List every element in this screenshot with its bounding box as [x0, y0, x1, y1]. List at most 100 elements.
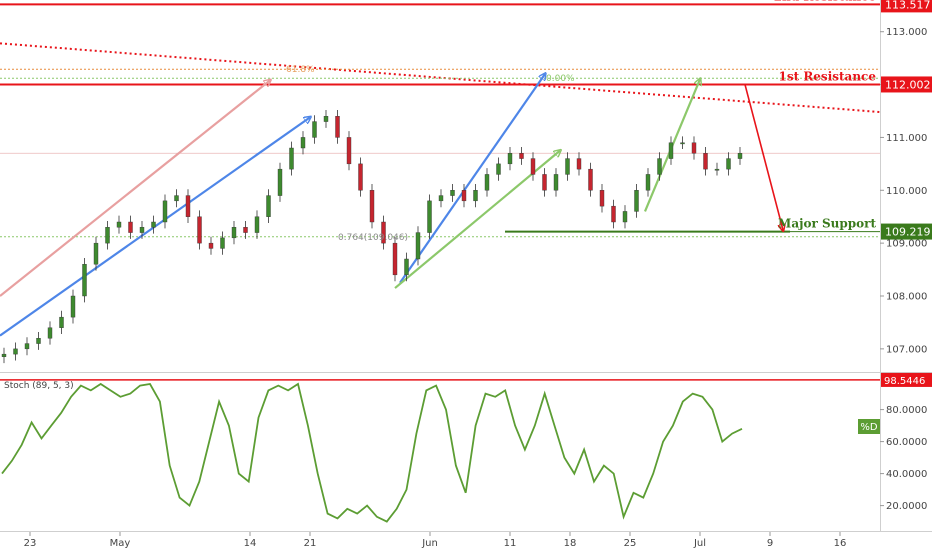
- price-level-badge-label: 109.219: [885, 226, 931, 239]
- candle-body: [220, 237, 225, 249]
- candle-body: [139, 227, 145, 233]
- time-tick-label: 14: [244, 538, 257, 549]
- stochastic-d-line: [1, 382, 743, 523]
- time-tick-label: 11: [504, 538, 517, 549]
- candle-body: [668, 142, 674, 159]
- candle-body: [576, 158, 582, 170]
- candle-body: [323, 116, 329, 122]
- candle-body: [254, 216, 260, 233]
- candle-body: [105, 227, 110, 244]
- candle-body: [726, 158, 731, 170]
- candle-body: [599, 190, 605, 207]
- candle-body: [93, 242, 99, 265]
- candle-body: [300, 137, 306, 149]
- candle-body: [369, 190, 375, 223]
- candle-body: [691, 142, 697, 154]
- candle-body: [450, 190, 455, 196]
- bearish-down-arrow: [744, 84, 783, 230]
- candle-body: [128, 221, 133, 233]
- candle-body: [530, 158, 536, 175]
- candle-body: [47, 327, 53, 339]
- candle-body: [703, 153, 708, 170]
- candle-body: [24, 343, 30, 350]
- time-tick-label: 21: [304, 538, 317, 549]
- candle-body: [622, 211, 628, 223]
- stoch-tick-label: 80.0000: [886, 405, 927, 416]
- candle-body: [13, 348, 18, 355]
- stoch-level-badge-label: 98.5446: [884, 376, 925, 387]
- stoch-tick-label: 40.0000: [886, 469, 927, 480]
- time-tick-label: Jun: [421, 538, 438, 549]
- price-level-badge: [881, 223, 932, 240]
- candle-body: [174, 195, 179, 202]
- series-badge: [858, 419, 880, 434]
- annotation-lines-layer: [0, 3, 881, 337]
- price-tick-label: 109.000: [886, 239, 927, 250]
- candle-body: [519, 153, 524, 159]
- time-tick-label: May: [110, 538, 131, 549]
- candle-body: [484, 174, 490, 191]
- candle-body: [657, 158, 662, 175]
- candle-body: [381, 221, 386, 244]
- candles-layer: [1, 109, 743, 364]
- price-tick-label: 107.000: [886, 344, 927, 355]
- level-label: Major Support: [778, 217, 876, 231]
- candle-body: [59, 316, 64, 328]
- level-label: 2nd Resistance: [774, 0, 877, 3]
- candle-body: [553, 174, 559, 191]
- indicator-label: Stoch (89, 5, 3): [4, 381, 74, 391]
- candle-body: [392, 242, 398, 276]
- fib-label: 61.8%: [286, 65, 315, 75]
- price-tick-label: 111.000: [886, 133, 927, 144]
- stoch-tick-label: 20.0000: [886, 501, 927, 512]
- candle-body: [312, 121, 317, 138]
- candle-body: [346, 137, 352, 165]
- fib-label: 0.00%: [546, 74, 575, 84]
- pink-projection-arrow: [0, 80, 270, 297]
- candle-body: [496, 163, 501, 175]
- series-badge-label: %D: [860, 422, 878, 433]
- candle-body: [588, 168, 593, 191]
- level-label: 1st Resistance: [779, 69, 877, 83]
- candle-body: [404, 258, 409, 276]
- candle-body: [473, 190, 478, 202]
- time-tick-label: 23: [24, 538, 37, 549]
- candle-body: [427, 200, 432, 233]
- candle-body: [438, 195, 444, 202]
- candle-body: [231, 227, 237, 239]
- candle-body: [542, 174, 547, 191]
- candle-body: [680, 142, 685, 145]
- time-tick-label: 25: [624, 538, 637, 549]
- candle-body: [197, 216, 202, 244]
- candle-body: [1, 353, 7, 357]
- candle-body: [289, 147, 294, 170]
- candle-body: [645, 174, 651, 191]
- candle-body: [737, 153, 743, 159]
- candle-body: [36, 338, 41, 344]
- candle-body: [415, 232, 421, 260]
- labels-layer: 2nd Resistance 113.517 1st Resistance 112.0…: [4, 0, 932, 434]
- price-tick-label: 113.000: [886, 27, 927, 38]
- candle-body: [266, 195, 271, 217]
- time-tick-label: 18: [564, 538, 577, 549]
- candle-body: [611, 205, 616, 223]
- candle-body: [162, 200, 168, 223]
- candle-body: [714, 168, 720, 171]
- candle-body: [151, 221, 156, 228]
- stochastic-layer: [0, 379, 880, 523]
- candle-body: [82, 264, 87, 297]
- candle-body: [70, 295, 76, 318]
- price-tick-label: 110.000: [886, 186, 927, 197]
- price-level-badge-label: 113.517: [885, 0, 931, 11]
- candle-body: [208, 242, 214, 249]
- price-level-badge: [881, 0, 932, 13]
- price-level-badge: [881, 76, 932, 93]
- time-tick-label: 16: [834, 538, 847, 549]
- candle-body: [507, 153, 513, 165]
- price-tick-label: 108.000: [886, 292, 927, 303]
- price-level-badge-label: 112.002: [885, 78, 931, 91]
- candle-body: [335, 116, 340, 138]
- candle-body: [116, 221, 122, 228]
- descending-trendline: [0, 42, 881, 114]
